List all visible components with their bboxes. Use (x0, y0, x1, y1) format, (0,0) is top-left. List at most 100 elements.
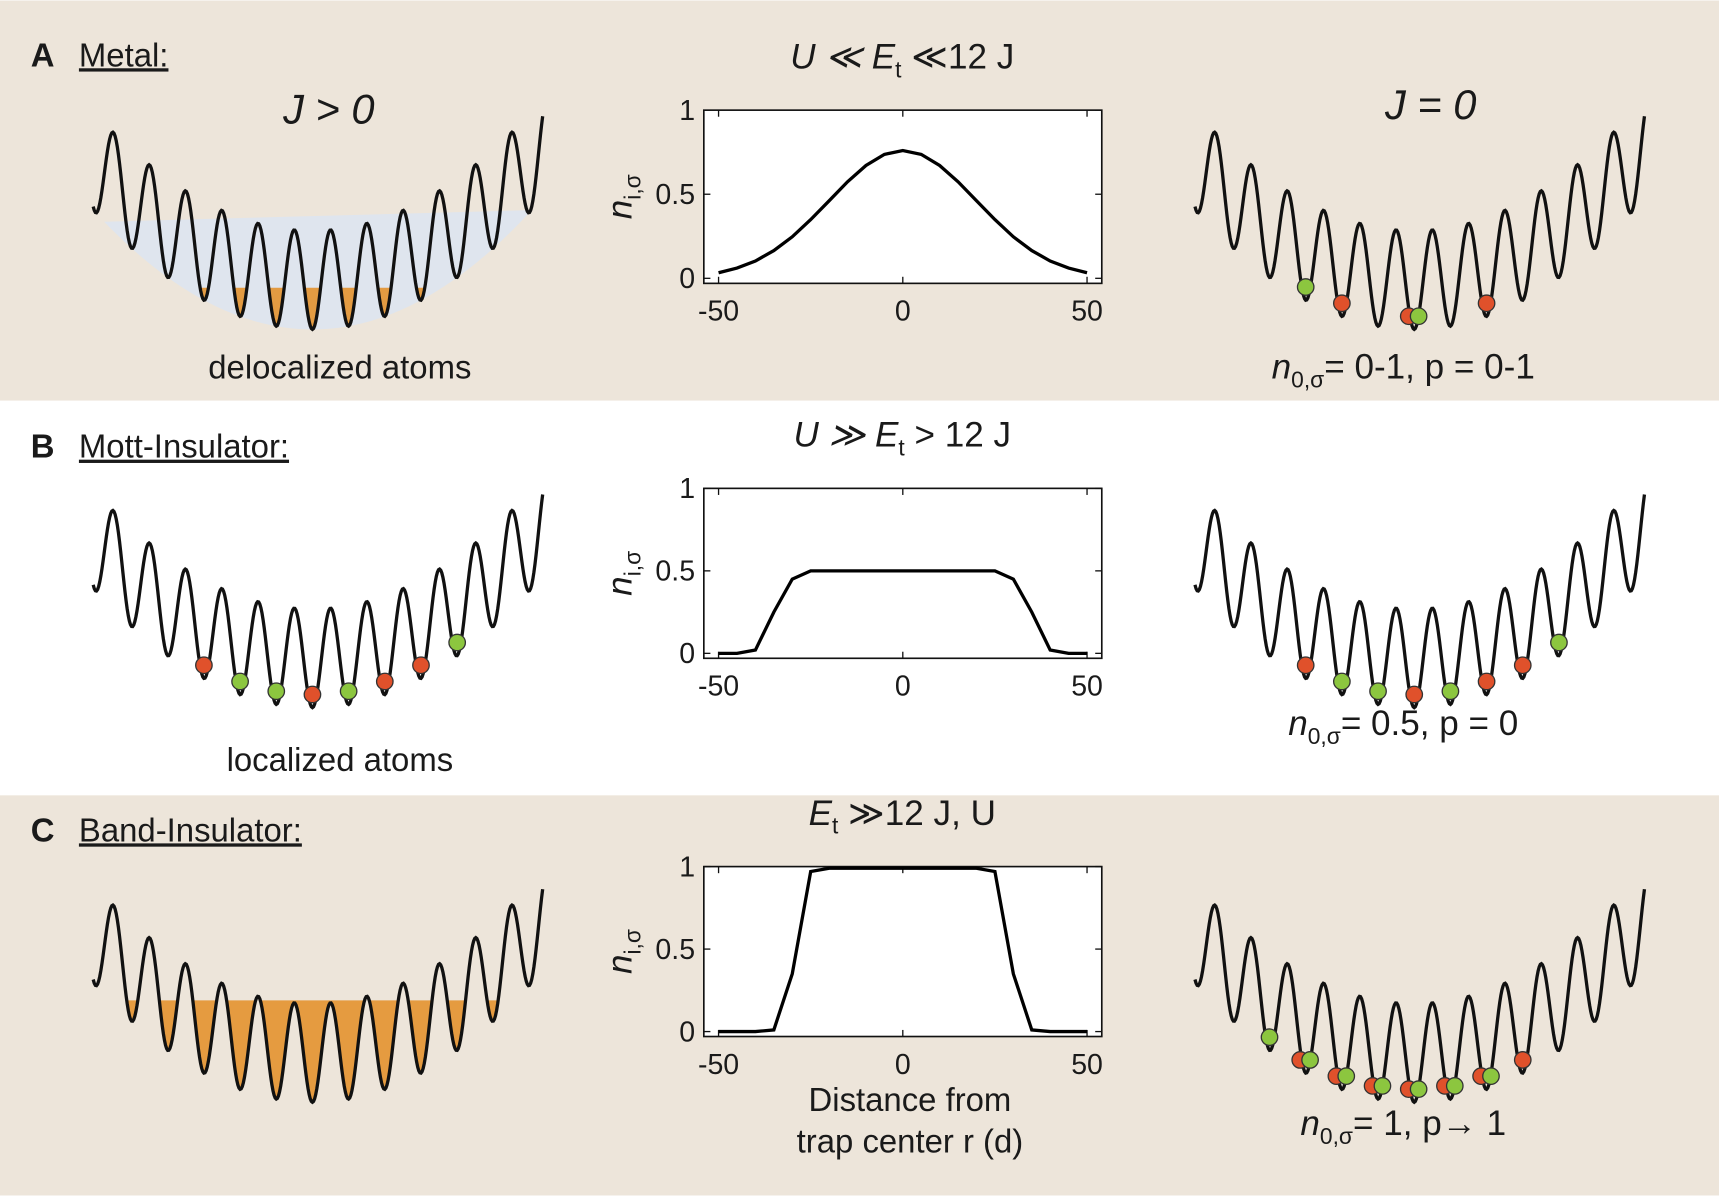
well-curve (1193, 494, 1647, 710)
x-tick-label: 50 (1071, 671, 1103, 703)
right-caption-tail: = 0.5, p = 0 (1341, 704, 1518, 743)
y-axis-label-sub: i,σ (619, 174, 645, 199)
atom (375, 672, 394, 691)
potential (1193, 494, 1647, 710)
well-curve (91, 116, 545, 332)
atom (1513, 1051, 1532, 1069)
chart-title: U ≫ Et > 12 J (793, 416, 1011, 461)
atom (303, 685, 322, 704)
right-caption-sub: 0,σ (1291, 367, 1324, 393)
left-label: J > 0 (282, 85, 374, 132)
chart-title-tail: ≫12 J, U (838, 794, 996, 833)
right-caption-main: n (1272, 348, 1292, 387)
right-caption-main: n (1288, 704, 1308, 743)
y-axis-label: ni,σ (600, 929, 645, 974)
atom (1445, 1077, 1464, 1095)
atom (267, 682, 286, 701)
y-axis-label: ni,σ (600, 174, 645, 219)
orange-fill (93, 1000, 543, 1103)
panel-heading: Mott-Insulator: (79, 428, 289, 465)
y-tick-label: 0.5 (655, 934, 695, 966)
right-caption-tail: = 1, p→ 1 (1353, 1104, 1506, 1143)
plot-frame (703, 865, 1103, 1038)
potential (91, 116, 545, 332)
x-tick-label: -50 (698, 1049, 739, 1081)
atom (1477, 672, 1496, 691)
atom (412, 656, 430, 675)
left-caption: localized atoms (227, 741, 454, 778)
right-caption-sub: 0,σ (1308, 723, 1341, 749)
x-tick-label: 0 (895, 296, 911, 328)
chart-title-tail: ≪12 J (902, 37, 1015, 76)
atom (339, 682, 358, 701)
chart-title-tail: > 12 J (905, 416, 1011, 455)
x-axis-label: trap center r (d) (797, 1123, 1024, 1160)
panel-heading: Band-Insulator: (79, 811, 302, 848)
chart-title-main: U ≪ E (790, 37, 896, 76)
x-tick-label: -50 (698, 671, 739, 703)
y-tick-label: 0 (679, 263, 695, 295)
density-line (718, 866, 1088, 1034)
chart-title: U ≪ Et ≪12 J (790, 37, 1014, 82)
right-caption: n0,σ= 1, p→ 1 (1300, 1104, 1506, 1149)
potential (91, 888, 545, 1105)
y-axis-label: ni,σ (600, 551, 645, 596)
y-axis-label-main: n (600, 955, 639, 975)
right-caption-tail: = 0-1, p = 0-1 (1324, 348, 1535, 387)
haze (104, 210, 532, 330)
atom (1550, 633, 1568, 652)
chart-title-main: U ≫ E (793, 416, 899, 455)
atom (448, 633, 467, 652)
panel-heading: Metal: (79, 36, 169, 73)
x-tick-label: 0 (895, 671, 911, 703)
atom (1513, 656, 1532, 675)
atom (1369, 682, 1387, 701)
x-axis-label: Distance from (809, 1081, 1012, 1118)
well-curve (91, 888, 545, 1105)
panel-letter: C (31, 811, 55, 848)
atom (1260, 1028, 1279, 1047)
atom (1332, 294, 1351, 313)
atom (1296, 656, 1315, 675)
potential (91, 494, 545, 710)
atom (1441, 682, 1460, 701)
density-line (718, 148, 1088, 275)
atom (1482, 1067, 1500, 1086)
x-tick-label: 0 (895, 1049, 911, 1081)
atom (1409, 1080, 1428, 1099)
y-tick-label: 1 (679, 95, 695, 127)
atom (1405, 685, 1424, 704)
right-caption-main: n (1300, 1104, 1320, 1143)
atom (1373, 1077, 1392, 1095)
right-label: J = 0 (1384, 81, 1476, 128)
y-tick-label: 0 (679, 1016, 695, 1048)
chart-title: Et ≫12 J, U (809, 794, 996, 839)
atom (1332, 672, 1351, 691)
y-axis-label-main: n (600, 200, 639, 220)
atom (231, 672, 249, 691)
right-caption: n0,σ= 0.5, p = 0 (1288, 704, 1518, 749)
y-tick-label: 1 (679, 473, 695, 505)
atom (195, 656, 213, 675)
y-tick-label: 0 (679, 638, 695, 670)
chart-title-sub: t (832, 813, 839, 839)
atom (1409, 307, 1428, 326)
density-line (718, 569, 1088, 655)
right-caption-sub: 0,σ (1320, 1123, 1353, 1149)
x-tick-label: 50 (1071, 296, 1103, 328)
chart-title-sub: t (898, 434, 905, 460)
atom (1296, 278, 1315, 296)
x-tick-label: 50 (1071, 1049, 1103, 1081)
chart-title-sub: t (895, 56, 902, 82)
chart-title-main: E (809, 794, 833, 833)
y-axis-label-main: n (600, 576, 639, 596)
y-axis-label-sub: i,σ (619, 929, 645, 954)
plot-frame (703, 487, 1103, 660)
y-axis-label-sub: i,σ (619, 551, 645, 576)
well-curve (91, 494, 545, 710)
atom (1477, 294, 1496, 313)
y-tick-label: 1 (679, 851, 695, 883)
right-caption: n0,σ= 0-1, p = 0-1 (1272, 348, 1535, 393)
